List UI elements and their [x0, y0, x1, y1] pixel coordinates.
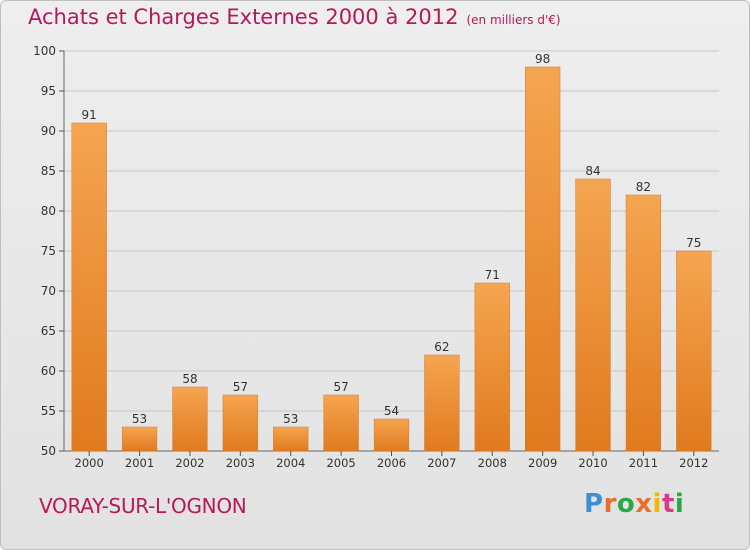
- x-tick-label: 2006: [377, 456, 406, 470]
- bars: [71, 66, 712, 452]
- y-tick-label: 60: [41, 364, 56, 378]
- value-label: 71: [485, 268, 500, 282]
- value-label: 58: [182, 372, 197, 386]
- proxiti-logo: Proxiti: [584, 489, 684, 519]
- logo-letter: o: [616, 489, 636, 519]
- value-labels: 91 53 58 57 53 57 54 62 71 98 84 82 75: [82, 52, 702, 426]
- chart-title-text: Achats et Charges Externes 2000 à 2012: [28, 5, 459, 29]
- y-tick-label: 65: [41, 324, 56, 338]
- chart-title: Achats et Charges Externes 2000 à 2012 (e…: [28, 5, 561, 29]
- y-tick-label: 100: [33, 44, 56, 58]
- y-tick-label: 75: [41, 244, 56, 258]
- value-label: 53: [132, 412, 147, 426]
- x-tick-label: 2003: [226, 456, 255, 470]
- y-tick-label: 90: [41, 124, 56, 138]
- logo-letter: x: [635, 489, 653, 519]
- value-label: 75: [686, 236, 701, 250]
- bar: [172, 386, 208, 452]
- bar: [121, 426, 158, 452]
- bar: [625, 194, 662, 452]
- y-tick-label: 95: [41, 84, 56, 98]
- bar: [525, 66, 561, 452]
- value-label: 57: [233, 380, 248, 394]
- logo-letter: P: [584, 489, 604, 519]
- value-label: 84: [585, 164, 600, 178]
- y-tick-labels: 50 55 60 65 70 75 80 85 90 95 100: [33, 44, 64, 458]
- bar: [273, 426, 309, 452]
- logo-letter: t: [661, 489, 675, 519]
- gridlines: [64, 50, 719, 452]
- y-tick-label: 55: [41, 404, 56, 418]
- x-tick-label: 2009: [528, 456, 557, 470]
- x-tick-label: 2008: [478, 456, 507, 470]
- y-tick-label: 85: [41, 164, 56, 178]
- logo-letter: i: [674, 489, 685, 519]
- x-tick-label: 2001: [125, 456, 154, 470]
- bar: [71, 122, 107, 452]
- value-label: 53: [283, 412, 298, 426]
- value-label: 98: [535, 52, 550, 66]
- y-tick-label: 70: [41, 284, 56, 298]
- x-tick-label: 2012: [679, 456, 708, 470]
- value-label: 62: [434, 340, 449, 354]
- x-tick-label: 2010: [578, 456, 607, 470]
- y-tick-label: 50: [41, 444, 56, 458]
- y-tick-label: 80: [41, 204, 56, 218]
- x-tick-label: 2011: [629, 456, 658, 470]
- x-tick-label: 2005: [326, 456, 355, 470]
- x-tick-label: 2004: [276, 456, 305, 470]
- bar: [373, 418, 410, 452]
- bar: [474, 282, 510, 452]
- value-label: 54: [384, 404, 399, 418]
- value-label: 91: [82, 108, 97, 122]
- value-label: 82: [636, 180, 651, 194]
- value-label: 57: [333, 380, 348, 394]
- bar: [676, 250, 712, 452]
- logo-letter: i: [652, 489, 662, 519]
- bar: [323, 394, 359, 452]
- place-name: VORAY-SUR-L'OGNON: [39, 494, 247, 518]
- x-tick-label: 2000: [75, 456, 104, 470]
- logo-letter: r: [603, 489, 617, 519]
- bar: [222, 394, 258, 452]
- x-tick-labels: 2000 2001 2002 2003 2004 2005 2006 2007 2008 2009…: [75, 451, 708, 470]
- x-tick-label: 2007: [427, 456, 456, 470]
- x-tick-label: 2002: [175, 456, 204, 470]
- bar: [424, 354, 460, 452]
- bar: [575, 178, 611, 452]
- unit-note: (en milliers d'€): [466, 13, 561, 27]
